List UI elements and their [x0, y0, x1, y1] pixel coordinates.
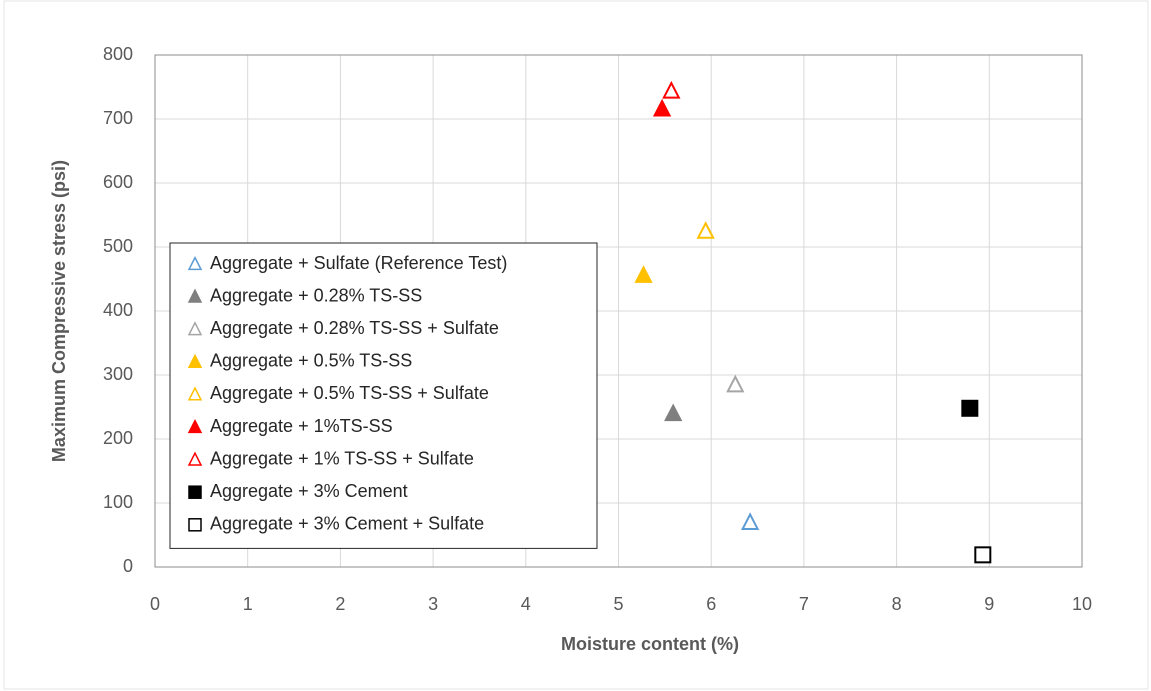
- legend-marker: [187, 255, 203, 271]
- point: [634, 265, 653, 283]
- x-tick-label: 10: [1072, 594, 1092, 614]
- point: [652, 98, 672, 117]
- point: [961, 399, 979, 417]
- y-tick-label: 0: [123, 556, 133, 576]
- legend-box: [169, 242, 598, 549]
- legend-marker: [187, 353, 203, 368]
- y-tick-label: 800: [103, 44, 133, 64]
- x-tick-label: 6: [706, 594, 716, 614]
- legend-marker: [187, 288, 203, 303]
- legend-label: Aggregate + 3% Cement + Sulfate: [210, 514, 484, 534]
- point: [740, 512, 760, 530]
- legend-marker: [187, 321, 203, 336]
- y-tick-label: 400: [103, 300, 133, 320]
- x-tick-label: 1: [243, 594, 253, 614]
- legend-label: Aggregate + 0.5% TS-SS + Sulfate: [210, 383, 489, 403]
- legend-label: Aggregate + 1% TS-SS + Sulfate: [210, 448, 474, 468]
- legend-marker: [187, 386, 203, 401]
- legend-marker: [188, 485, 202, 499]
- point: [696, 221, 715, 239]
- y-tick-label: 300: [103, 364, 133, 384]
- legend-marker: [187, 451, 203, 466]
- point: [662, 80, 681, 99]
- legend-label: Aggregate + 3% Cement: [210, 481, 408, 501]
- legend-label: Aggregate + 0.5% TS-SS: [210, 351, 412, 371]
- x-tick-label: 9: [984, 594, 994, 614]
- legend-label: Aggregate + 1%TS-SS: [210, 416, 393, 436]
- x-tick-label: 3: [428, 594, 438, 614]
- point: [974, 546, 992, 564]
- y-tick-label: 500: [103, 236, 133, 256]
- x-tick-label: 8: [892, 594, 902, 614]
- legend-label: Aggregate + Sulfate (Reference Test): [210, 253, 507, 273]
- y-tick-label: 200: [103, 428, 133, 448]
- legend-marker: [188, 518, 202, 532]
- x-axis-label: Moisture content (%): [561, 634, 739, 654]
- y-axis-label: Maximum Compressive stress (psi): [49, 160, 69, 462]
- x-tick-label: 0: [150, 594, 160, 614]
- y-tick-label: 100: [103, 492, 133, 512]
- point: [726, 374, 745, 393]
- legend-label: Aggregate + 0.28% TS-SS: [210, 285, 422, 305]
- point: [664, 403, 683, 422]
- y-tick-label: 700: [103, 108, 133, 128]
- y-tick-label: 600: [103, 172, 133, 192]
- legend-marker: [187, 418, 203, 434]
- x-tick-label: 2: [335, 594, 345, 614]
- legend-label: Aggregate + 0.28% TS-SS + Sulfate: [210, 318, 499, 338]
- x-tick-label: 5: [613, 594, 623, 614]
- x-tick-label: 7: [799, 594, 809, 614]
- plot-border: [154, 54, 1083, 568]
- x-tick-label: 4: [521, 594, 531, 614]
